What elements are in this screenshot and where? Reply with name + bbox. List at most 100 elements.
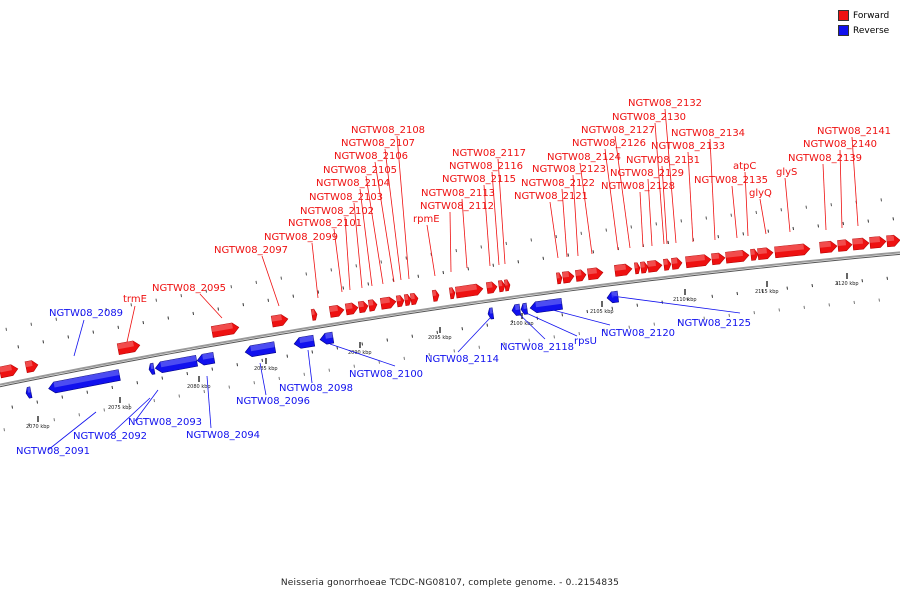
minor-tick-lower [686,297,688,301]
minor-tick-top [530,238,532,242]
reverse-gene-label: NGTW08_2092 [73,431,147,442]
minor-tick-lower [261,358,263,362]
minor-tick-upper [167,316,169,320]
minor-tick-upper [667,240,669,245]
minor-tick-top [630,225,632,229]
forward-leader-line [579,162,593,255]
gene-highlight [587,267,597,275]
gene-highlight [750,249,755,255]
minor-tick-lower [486,323,488,327]
forward-gene [886,234,900,248]
forward-gene-label: trmE [123,294,147,305]
forward-gene-label: NGTW08_2124 [547,152,621,163]
minor-tick-lower [436,330,438,334]
minor-tick-upper [217,307,219,311]
forward-gene-label: glyQ [749,188,772,199]
forward-gene-label: NGTW08_2130 [612,112,686,123]
forward-gene-label: NGTW08_2140 [803,139,877,150]
forward-gene [774,243,811,259]
forward-gene-label: NGTW08_2126 [572,138,646,149]
minor-tick-top [830,203,832,207]
minor-tick-upper [292,294,294,298]
reverse-leader-line [134,389,159,422]
forward-leader-line [491,171,500,266]
gene-highlight [358,301,364,308]
minor-tick-bottom [203,389,205,394]
gene-highlight [504,279,508,286]
scale-label: 2075 kbp [108,405,132,411]
forward-leader-line [572,174,579,257]
minor-tick-lower [736,291,738,296]
minor-tick-lower [161,376,163,380]
forward-gene [403,293,412,306]
forward-gene [671,257,683,270]
minor-tick-top [380,260,382,264]
minor-tick-top [105,307,107,312]
legend-forward-label: Forward [853,10,890,21]
forward-gene-label: NGTW08_2133 [651,141,725,152]
gene-highlight [711,253,720,260]
reverse-gene [154,355,198,373]
reverse-gene [148,362,156,375]
forward-gene [663,258,672,271]
minor-tick-bottom [803,305,805,309]
minor-tick-lower [111,385,113,390]
forward-gene-label: NGTW08_2139 [788,153,862,164]
gene-highlight [774,243,804,253]
forward-leader-line [839,149,843,229]
minor-tick-top [605,228,607,232]
minor-tick-bottom [378,360,380,364]
minor-tick-top [480,245,482,249]
forward-leader-line [784,177,791,233]
scale-label: 2080 kbp [187,384,211,390]
forward-gene-label: NGTW08_2103 [309,192,383,203]
minor-tick-bottom [578,331,580,336]
scale-label: 2070 kbp [26,424,50,430]
minor-tick-lower [561,313,563,317]
minor-tick-top [305,272,307,276]
minor-tick-lower [611,306,613,310]
minor-tick-top [705,216,707,220]
gene-highlight [498,280,503,287]
minor-tick-bottom [853,300,855,305]
minor-tick-bottom [78,413,80,417]
minor-tick-top [30,322,32,326]
scale-label: 2105 kbp [590,309,614,315]
reverse-gene-label: NGTW08_2098 [279,383,353,394]
forward-leader-line [311,242,319,299]
forward-gene-label: atpC [733,161,756,172]
forward-gene-label: NGTW08_2106 [334,151,408,162]
minor-tick-top [255,280,257,284]
forward-gene [503,279,511,292]
scale-label: 2090 kbp [348,350,372,356]
forward-gene-label: NGTW08_2131 [626,155,700,166]
forward-gene [395,295,405,308]
reverse-gene-label: rpsU [574,336,597,347]
minor-tick-lower [311,350,313,354]
gene-highlight [0,364,12,373]
minor-tick-top [180,294,182,298]
minor-tick-upper [442,270,444,275]
forward-leader-line [396,135,410,280]
forward-gene-label: NGTW08_2104 [316,178,390,189]
reverse-leader-line [206,375,212,429]
forward-leader-line [199,293,223,319]
gene-highlight [486,281,493,289]
forward-leader-line [614,135,631,249]
gene-highlight [396,295,401,302]
reverse-gene [293,334,316,349]
forward-gene [344,302,359,316]
gene-highlight [202,352,214,360]
forward-leader-line [664,108,677,244]
minor-tick-lower [411,334,413,338]
forward-leader-line [261,255,280,307]
gene-highlight [852,238,863,245]
forward-gene-label: NGTW08_2097 [214,245,288,256]
gene-highlight [757,247,767,255]
forward-gene [0,364,19,379]
scale-label: 2100 kbp [510,321,534,327]
minor-tick-upper [17,345,19,349]
minor-tick-top [405,256,407,260]
gene-highlight [160,355,197,368]
